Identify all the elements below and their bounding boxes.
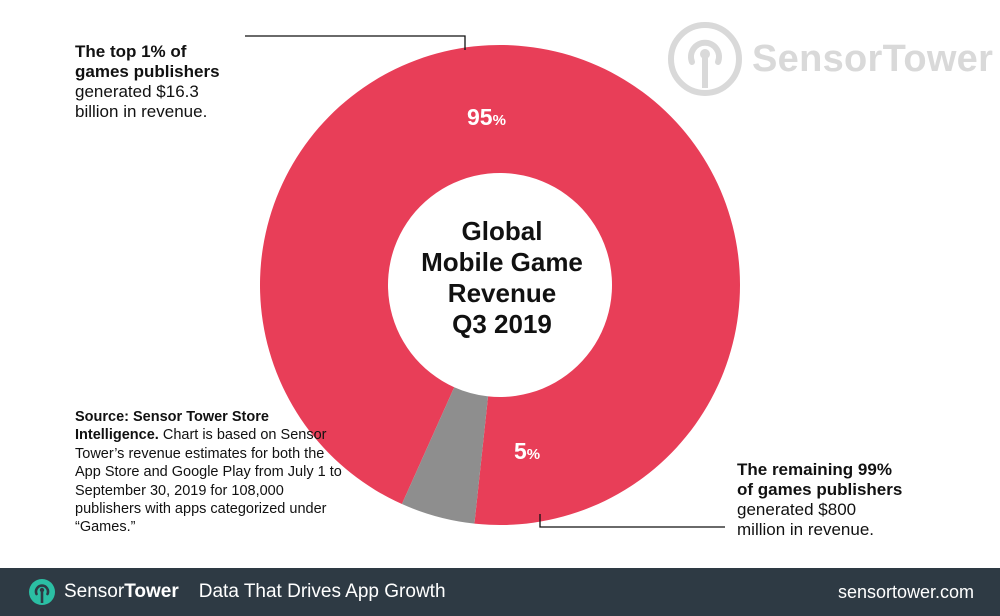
slice-label-top-publishers: 95% (467, 104, 506, 130)
sensor-tower-logo-icon (668, 22, 742, 96)
chart-title-line: Q3 2019 (452, 309, 552, 339)
annotation-bottom-bold-line: of games publishers (737, 480, 903, 499)
leader-line-top (245, 35, 466, 50)
source-label: Source: Sensor Tower Store Intelligence. (75, 409, 269, 444)
logo-text: SensorTower (752, 37, 994, 80)
annotation-top-bold-line: games publishers (75, 62, 220, 81)
donut-chart (245, 35, 740, 528)
slice-top-publishers (259, 45, 740, 525)
footer-brand: SensorTower (64, 581, 179, 602)
footer-url: sensortower.com (837, 582, 974, 602)
annotation-top-line: billion in revenue. (75, 102, 208, 121)
leader-line-bottom (539, 514, 725, 528)
annotation-top-line: generated $16.3 (75, 82, 199, 101)
slice-remaining-publishers (401, 387, 489, 524)
donut-slices (259, 45, 740, 525)
annotation-bottom-line: million in revenue. (737, 520, 875, 539)
annotation-bottom-line: generated $800 (737, 500, 857, 519)
sensor-tower-logo: SensorTower (668, 22, 993, 96)
chart-title-line: Mobile Game (421, 247, 583, 277)
chart-title-line: Revenue (447, 278, 557, 308)
footer-bar: SensorTower Data That Drives App Growth … (0, 568, 1000, 616)
footer-logo: SensorTower (28, 578, 179, 606)
chart-title-line: Global (461, 216, 543, 246)
source-note: Source: Sensor Tower Store Intelligence.… (75, 408, 345, 537)
annotation-top-publishers: The top 1% of games publishers generated $… (75, 42, 305, 122)
annotation-bottom-bold-line: The remaining 99% (737, 460, 892, 479)
footer-tagline: Data That Drives App Growth (198, 581, 446, 602)
footer-logo-icon (29, 579, 55, 605)
annotation-remaining-publishers: The remaining 99% of games publishers gene… (737, 460, 977, 540)
source-text: Chart is based on Sensor Tower’s revenue… (75, 427, 342, 536)
annotation-top-bold-line: The top 1% of (75, 42, 187, 61)
chart-title: Global Mobile Game Revenue Q3 2019 (392, 216, 612, 340)
slice-label-remaining-publishers: 5% (514, 438, 541, 464)
